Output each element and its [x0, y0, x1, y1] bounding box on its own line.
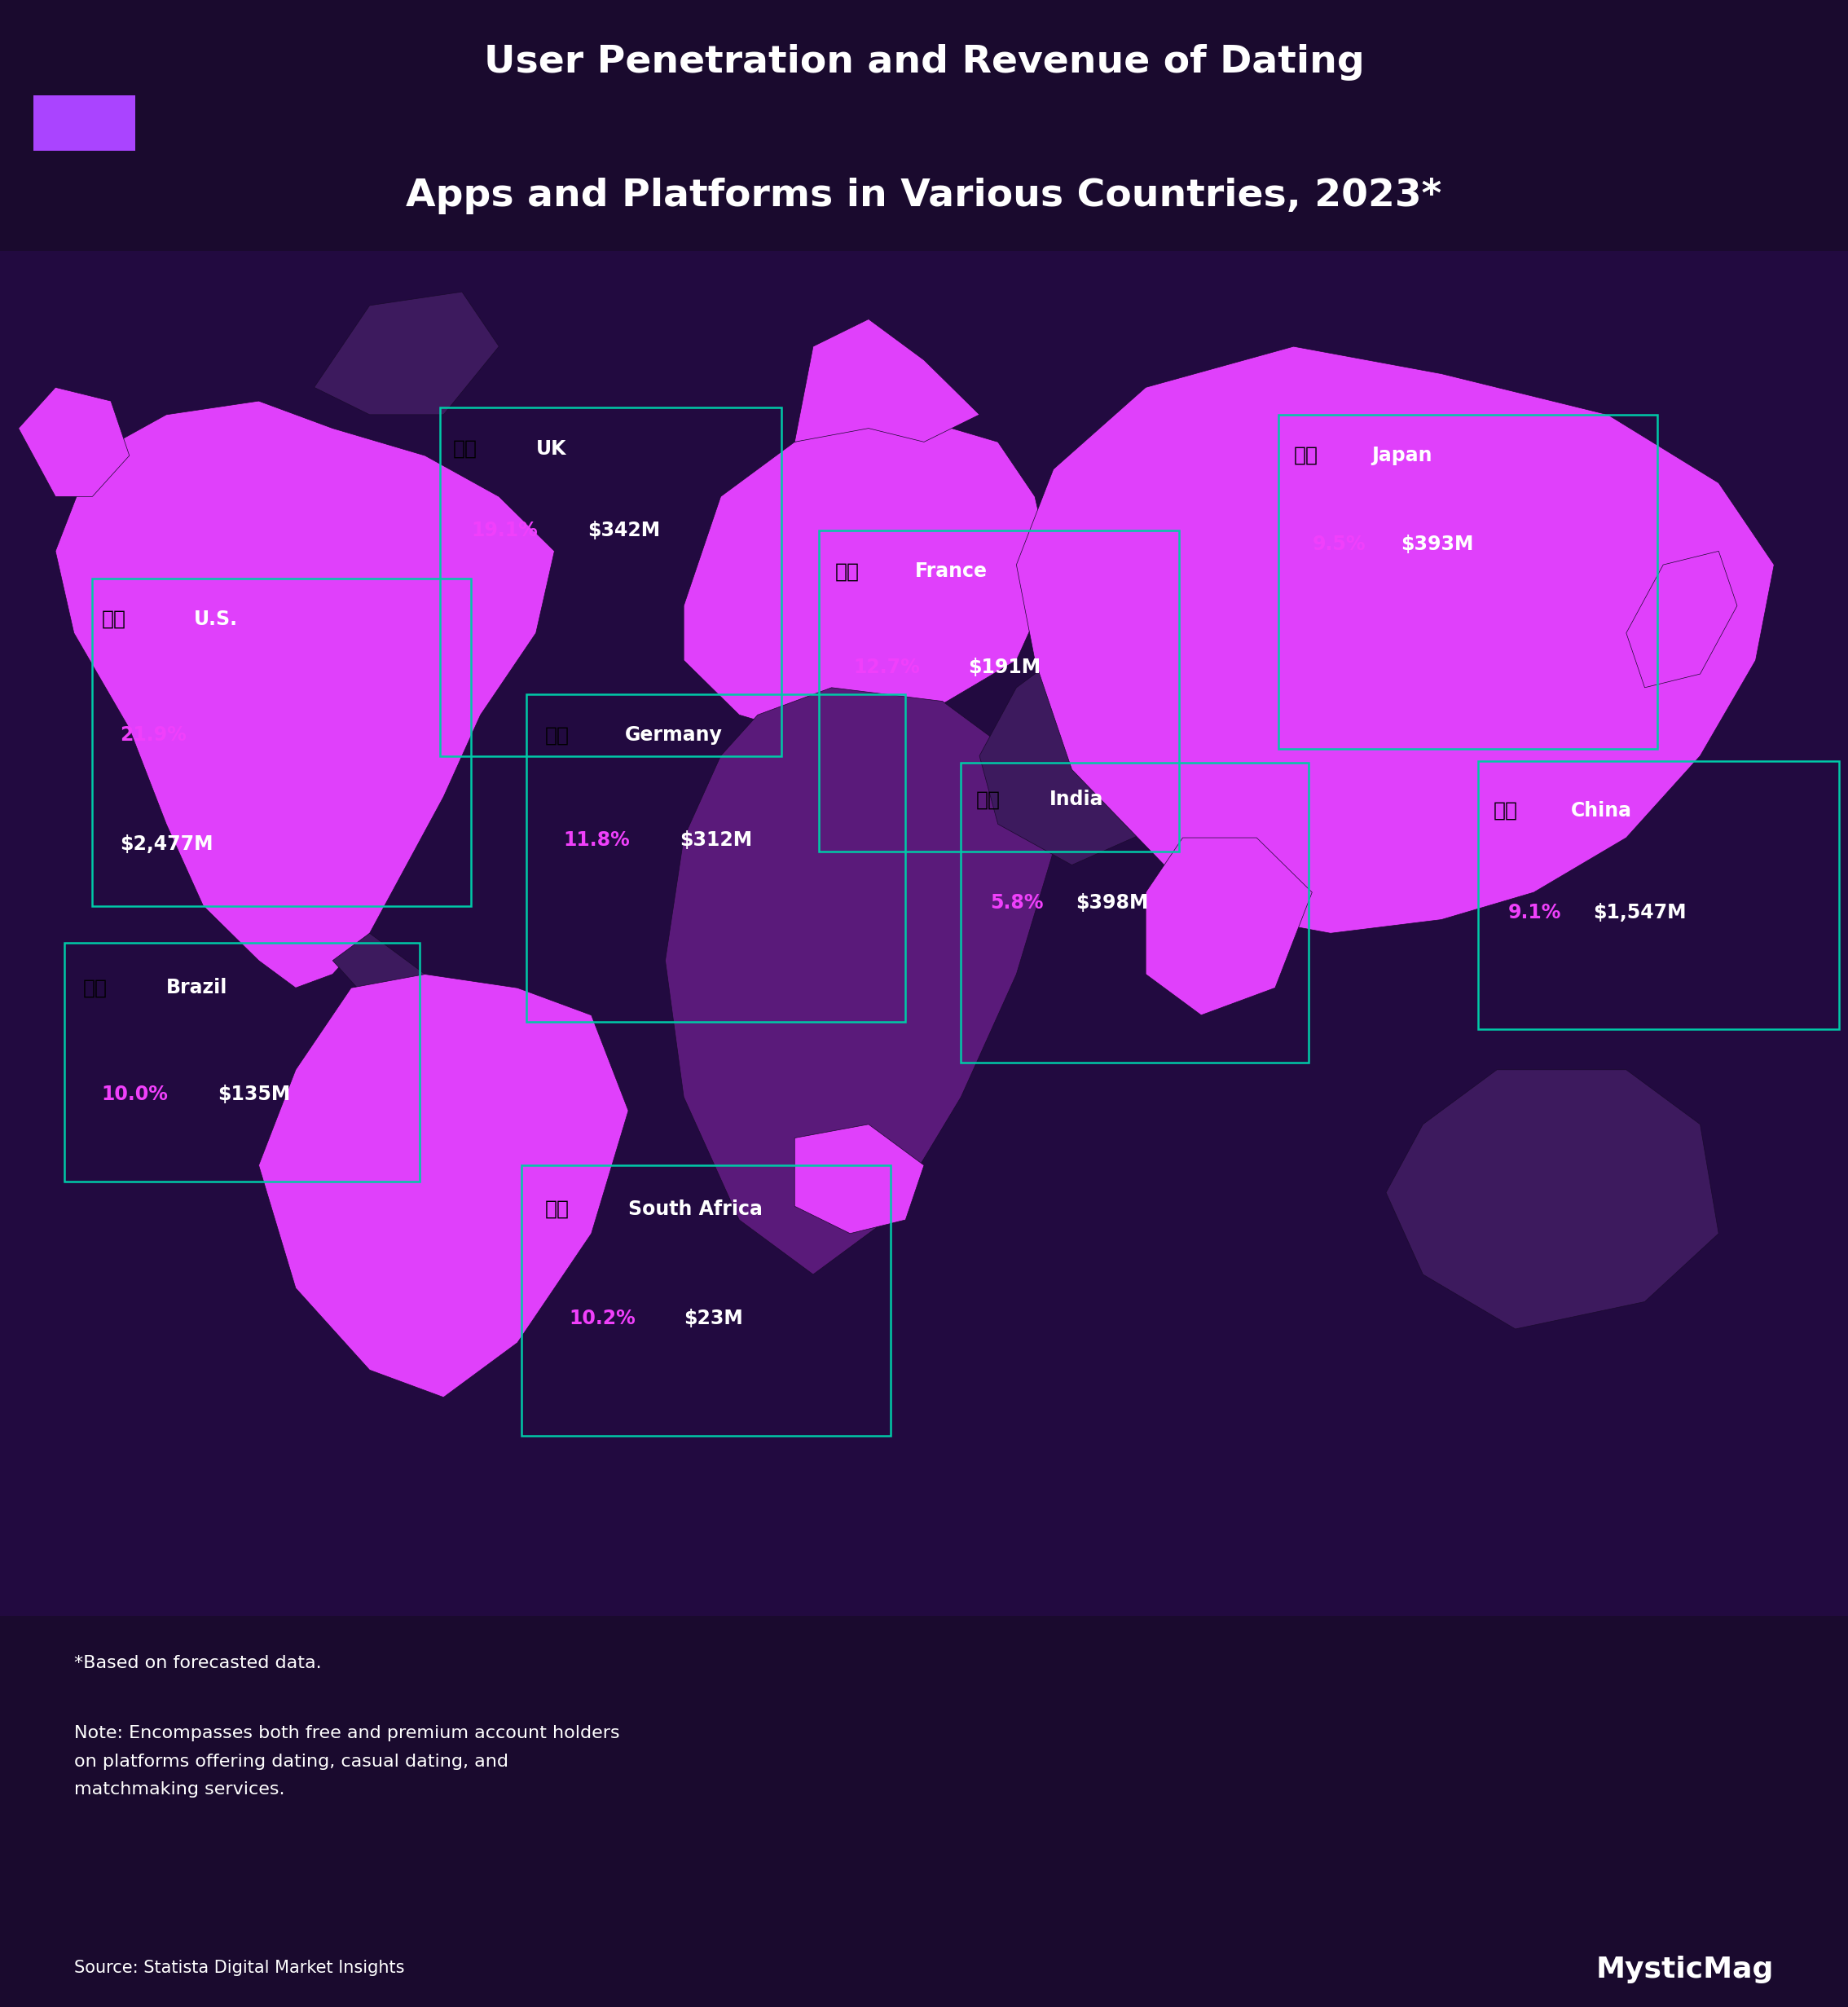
Text: $23M: $23M [684, 1309, 743, 1329]
Polygon shape [314, 291, 499, 415]
Text: U.S.: U.S. [194, 610, 238, 628]
Polygon shape [259, 973, 628, 1397]
Text: 19.1%: 19.1% [471, 522, 538, 540]
Text: $398M: $398M [1076, 893, 1148, 913]
Text: 9.5%: 9.5% [1312, 534, 1366, 554]
Text: 🇮🇳: 🇮🇳 [976, 789, 1000, 809]
Text: Note: Encompasses both free and premium account holders
on platforms offering da: Note: Encompasses both free and premium … [74, 1726, 619, 1798]
Text: Brazil: Brazil [166, 977, 227, 997]
Polygon shape [665, 688, 1053, 1274]
Text: User Penetration and Revenue of Dating: User Penetration and Revenue of Dating [484, 44, 1364, 80]
Text: 🇨🇳: 🇨🇳 [1493, 801, 1517, 821]
Text: *Based on forecasted data.: *Based on forecasted data. [74, 1654, 322, 1672]
Text: South Africa: South Africa [628, 1198, 763, 1218]
Text: MysticMag: MysticMag [1597, 1955, 1774, 1983]
Text: 11.8%: 11.8% [564, 831, 630, 851]
Text: 9.1%: 9.1% [1508, 903, 1562, 923]
Text: $191M: $191M [968, 658, 1040, 676]
Text: 10.0%: 10.0% [102, 1084, 168, 1104]
Polygon shape [1386, 1070, 1719, 1329]
Text: 5.8%: 5.8% [991, 893, 1044, 913]
Text: 21.9%: 21.9% [120, 727, 187, 745]
Text: Germany: Germany [625, 727, 723, 745]
Text: $342M: $342M [588, 522, 660, 540]
Text: 🇺🇸: 🇺🇸 [102, 610, 126, 628]
Text: China: China [1571, 801, 1632, 821]
Polygon shape [979, 632, 1201, 865]
Text: $2,477M: $2,477M [120, 835, 213, 855]
Polygon shape [1146, 837, 1312, 1016]
Text: 🇿🇦: 🇿🇦 [545, 1198, 569, 1218]
Text: $393M: $393M [1401, 534, 1473, 554]
Text: 10.2%: 10.2% [569, 1309, 636, 1329]
Text: India: India [1050, 789, 1103, 809]
Polygon shape [1016, 347, 1774, 933]
Text: Apps and Platforms in Various Countries, 2023*: Apps and Platforms in Various Countries,… [407, 177, 1441, 215]
Bar [33, 94, 135, 151]
Text: 🇧🇷: 🇧🇷 [83, 977, 107, 997]
Text: $312M: $312M [680, 831, 752, 851]
Text: $135M: $135M [218, 1084, 290, 1104]
Text: 🇯🇵: 🇯🇵 [1294, 446, 1318, 466]
Text: Source: Statista Digital Market Insights: Source: Statista Digital Market Insights [74, 1959, 405, 1975]
Polygon shape [1626, 552, 1737, 688]
Text: 🇬🇧: 🇬🇧 [453, 440, 477, 458]
Polygon shape [684, 415, 1053, 743]
Text: Japan: Japan [1371, 446, 1432, 466]
Text: $1,547M: $1,547M [1593, 903, 1685, 923]
Text: UK: UK [536, 440, 567, 458]
Text: 🇩🇪: 🇩🇪 [545, 727, 569, 745]
Polygon shape [333, 933, 444, 1016]
Text: France: France [915, 562, 987, 582]
Text: 🇫🇷: 🇫🇷 [835, 562, 859, 582]
Polygon shape [795, 319, 979, 442]
Text: 12.7%: 12.7% [854, 658, 920, 676]
Polygon shape [18, 387, 129, 496]
Polygon shape [795, 1124, 924, 1234]
Polygon shape [55, 401, 554, 987]
